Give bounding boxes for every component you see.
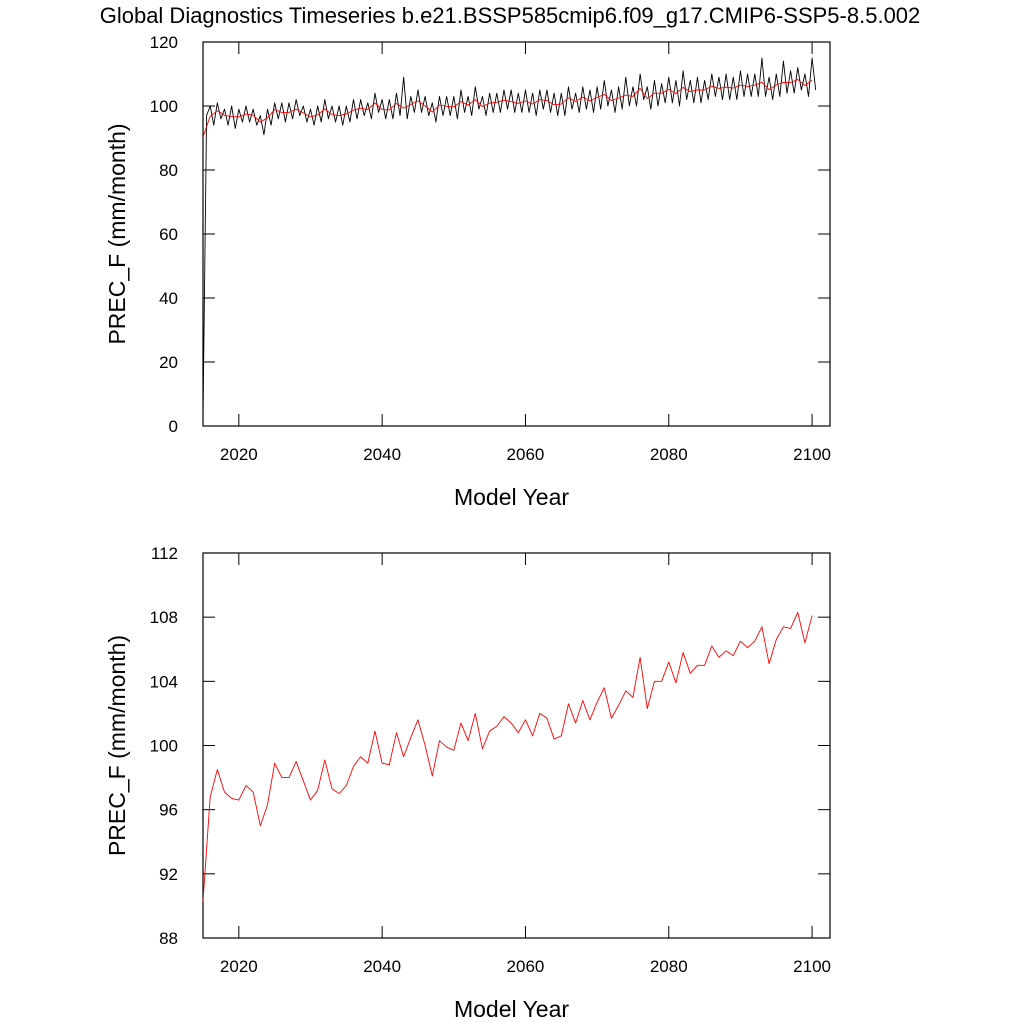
y-tick-label: 88 <box>159 929 178 948</box>
y-tick-label: 40 <box>159 289 178 308</box>
x-tick-label: 2020 <box>220 957 258 976</box>
plot-frame <box>202 552 831 939</box>
x-axis-label: Model Year <box>454 484 569 510</box>
y-tick-label: 112 <box>151 544 178 563</box>
chart-title: Global Diagnostics Timeseries b.e21.BSSP… <box>100 3 921 28</box>
y-axis-label: PREC_F (mm/month) <box>104 123 130 344</box>
x-tick-label: 2100 <box>793 445 831 464</box>
y-tick-label: 100 <box>150 737 178 756</box>
x-tick-label: 2040 <box>363 957 401 976</box>
y-tick-label: 80 <box>159 161 178 180</box>
data-line <box>202 611 813 902</box>
y-tick-label: 96 <box>159 801 178 820</box>
y-axis-label: PREC_F (mm/month) <box>104 635 130 856</box>
y-tick-label: 92 <box>159 865 178 884</box>
y-tick-label: 100 <box>150 97 178 116</box>
x-tick-label: 2060 <box>507 445 545 464</box>
x-tick-label: 2100 <box>793 957 831 976</box>
x-axis-label: Model Year <box>454 996 569 1022</box>
y-tick-label: 104 <box>150 672 178 691</box>
y-tick-label: 20 <box>159 353 178 372</box>
x-tick-label: 2080 <box>650 445 688 464</box>
x-tick-label: 2060 <box>507 957 545 976</box>
data-line <box>202 78 813 138</box>
y-tick-label: 120 <box>150 33 178 52</box>
x-tick-label: 2020 <box>220 445 258 464</box>
y-tick-label: 0 <box>169 417 178 436</box>
y-tick-label: 60 <box>159 225 178 244</box>
data-line <box>202 57 817 417</box>
plot-frame <box>202 41 831 427</box>
x-tick-label: 2040 <box>363 445 401 464</box>
x-tick-label: 2080 <box>650 957 688 976</box>
y-tick-label: 108 <box>150 608 178 627</box>
